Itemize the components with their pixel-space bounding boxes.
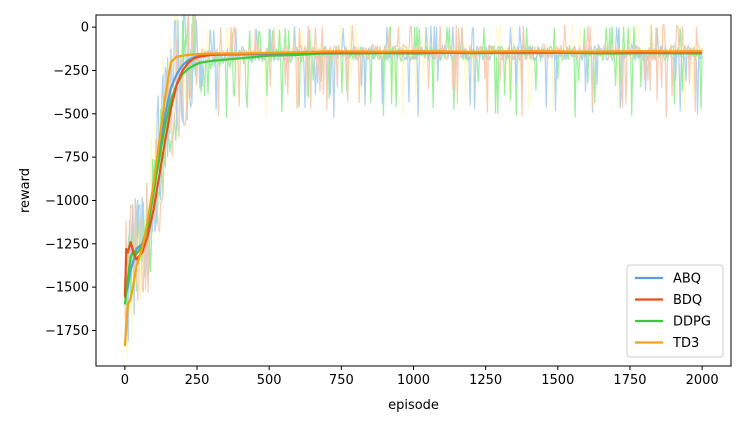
x-tick-label: 2000 [686,373,719,388]
series-line-abq [123,51,703,297]
x-tick-label: 0 [121,373,129,388]
y-tick-label: −750 [53,151,89,166]
legend-label-ddpg: DDPG [673,315,711,330]
x-tick-label: 1000 [397,373,430,388]
y-tick-label: −500 [53,107,89,122]
y-tick-label: 0 [81,21,89,36]
x-tick-label: 1500 [541,373,574,388]
y-axis-ticks: 0 −250 −500 −750 −1000 −1250 −1500 −1750 [45,21,96,339]
y-axis-label: reward [18,168,33,213]
smoothed-reward-lines [123,49,703,347]
y-tick-label: −1750 [45,324,89,339]
legend-label-bdq: BDQ [673,293,702,308]
x-axis-ticks: 0 250 500 750 1000 1250 1500 1750 2000 [121,366,719,388]
y-tick-label: −250 [53,64,89,79]
x-tick-label: 1750 [613,373,646,388]
x-tick-label: 1250 [469,373,502,388]
series-line-ddpg [123,51,703,305]
x-tick-label: 250 [185,373,210,388]
raw-trace-abq [124,15,703,342]
y-tick-label: −1250 [45,237,89,252]
x-tick-label: 750 [329,373,354,388]
legend-label-td3: TD3 [672,336,699,351]
x-axis-label: episode [388,398,439,413]
y-tick-label: −1000 [45,194,89,209]
series-line-td3 [123,49,703,347]
y-tick-label: −1500 [45,281,89,296]
x-tick-label: 500 [257,373,282,388]
raw-trace-bdq [124,15,703,319]
legend: ABQ BDQ DDPG TD3 [626,264,724,358]
legend-label-abq: ABQ [673,272,701,287]
legend-box [626,264,724,358]
series-line-bdq [123,50,703,298]
